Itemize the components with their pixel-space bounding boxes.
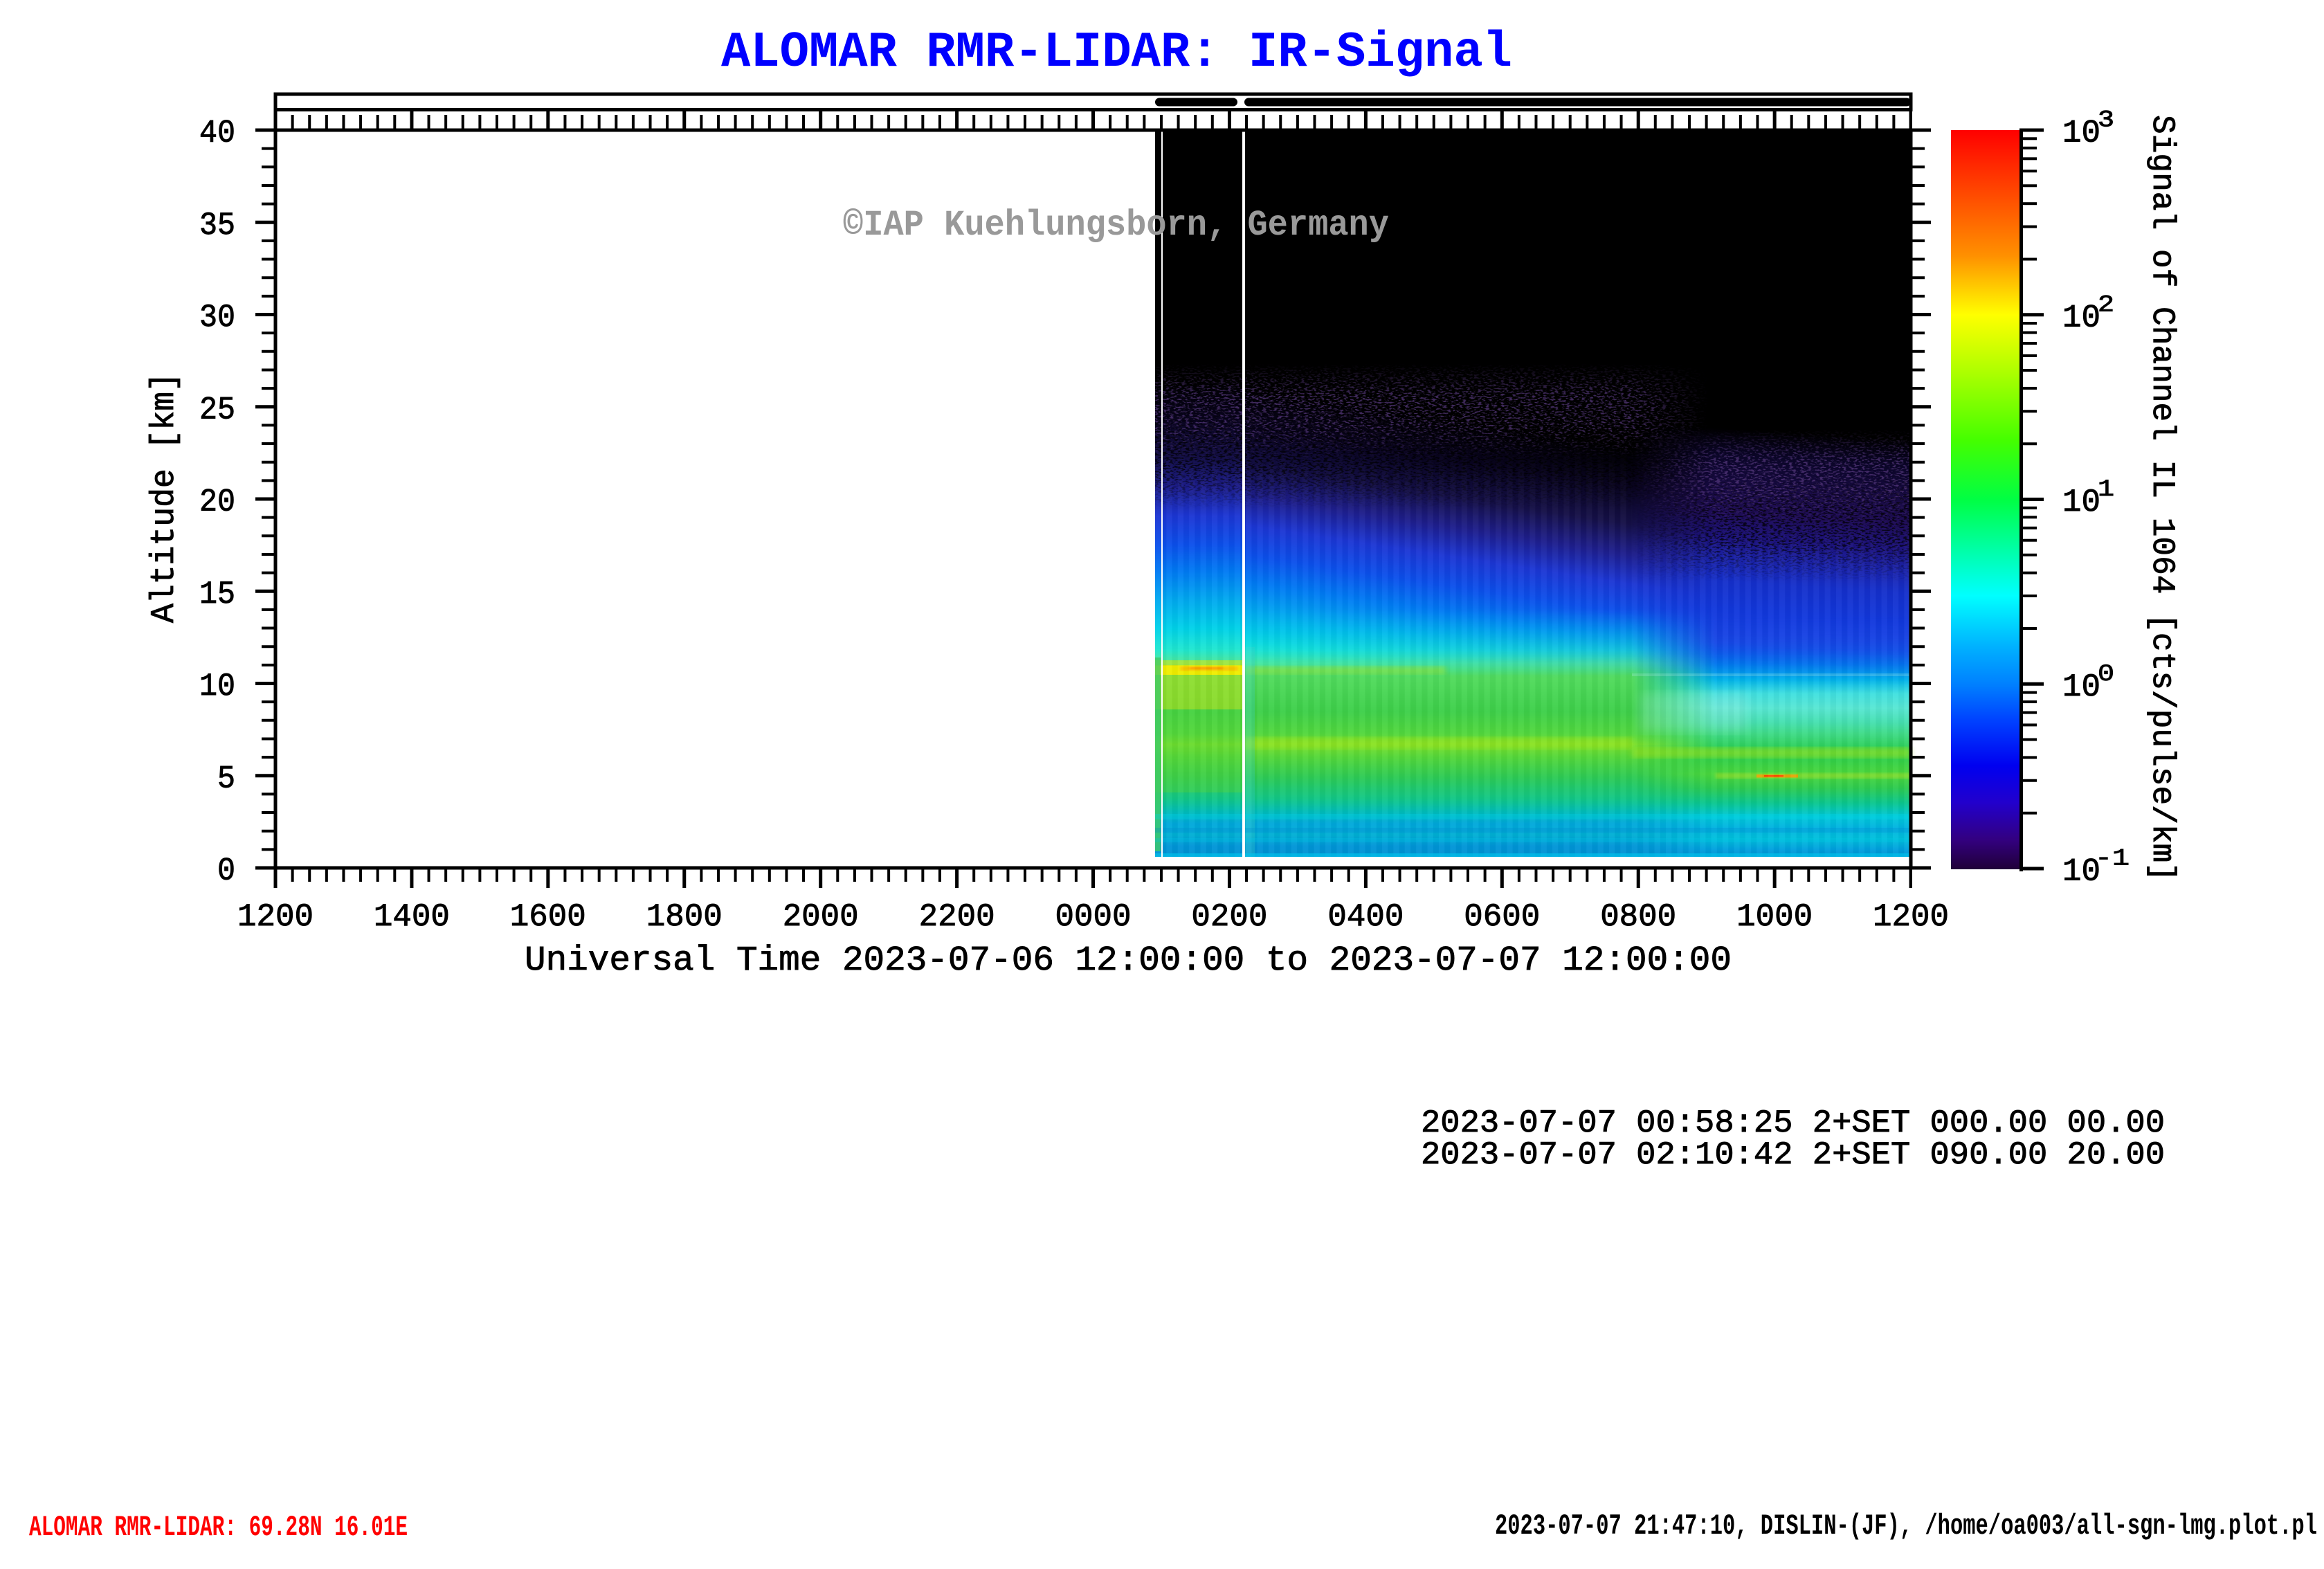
svg-text:0: 0 [217,853,235,889]
svg-text:1200: 1200 [237,899,314,935]
svg-text:2023-07-07 00:58:25 2+SET 000.: 2023-07-07 00:58:25 2+SET 000.00 00.00 [1421,1105,2165,1141]
svg-text:1800: 1800 [646,899,723,935]
svg-text:Signal of Channel IL 1064 [cts: Signal of Channel IL 1064 [cts/pulse/km] [2144,115,2180,882]
svg-text:Universal Time 2023-07-06 12:0: Universal Time 2023-07-06 12:00:00 to 20… [525,941,1732,981]
svg-text:25: 25 [199,392,235,428]
svg-text:20: 20 [199,484,235,520]
svg-text:1200: 1200 [1873,899,1949,935]
svg-text:2023-07-07 21:47:10, DISLIN-(J: 2023-07-07 21:47:10, DISLIN-(JF), /home/… [1495,1509,2317,1543]
svg-text:1: 1 [2098,477,2114,503]
svg-text:Altitude [km]: Altitude [km] [146,372,183,623]
svg-text:2200: 2200 [919,899,995,935]
svg-text:0400: 0400 [1327,899,1404,935]
svg-text:1400: 1400 [374,899,450,935]
svg-text:3: 3 [2098,108,2114,134]
svg-text:0600: 0600 [1464,899,1540,935]
svg-text:ALOMAR RMR-LIDAR: IR-Signal: ALOMAR RMR-LIDAR: IR-Signal [721,24,1512,81]
svg-text:2000: 2000 [783,899,859,935]
svg-text:0200: 0200 [1191,899,1267,935]
svg-text:10: 10 [2062,116,2100,152]
svg-text:10: 10 [2062,484,2100,520]
svg-text:40: 40 [199,116,235,152]
svg-text:5: 5 [217,761,235,797]
svg-text:15: 15 [199,577,235,613]
svg-text:2: 2 [2098,292,2114,318]
svg-text:0800: 0800 [1600,899,1676,935]
svg-text:0: 0 [2098,662,2114,688]
svg-text:2023-07-07 02:10:42 2+SET 090.: 2023-07-07 02:10:42 2+SET 090.00 20.00 [1421,1137,2165,1173]
svg-text:1600: 1600 [510,899,586,935]
svg-text:10: 10 [2062,669,2100,705]
svg-text:10: 10 [2062,300,2100,336]
svg-text:0000: 0000 [1055,899,1132,935]
svg-text:ALOMAR RMR-LIDAR: 69.28N 16.01: ALOMAR RMR-LIDAR: 69.28N 16.01E [29,1511,408,1544]
svg-text:1000: 1000 [1736,899,1813,935]
svg-text:30: 30 [199,300,235,336]
svg-text:35: 35 [199,208,235,244]
svg-text:-1: -1 [2095,846,2130,873]
svg-text:©IAP Kuehlungsborn, Germany: ©IAP Kuehlungsborn, Germany [843,205,1389,246]
svg-text:10: 10 [199,669,235,705]
svg-text:10: 10 [2062,854,2100,890]
